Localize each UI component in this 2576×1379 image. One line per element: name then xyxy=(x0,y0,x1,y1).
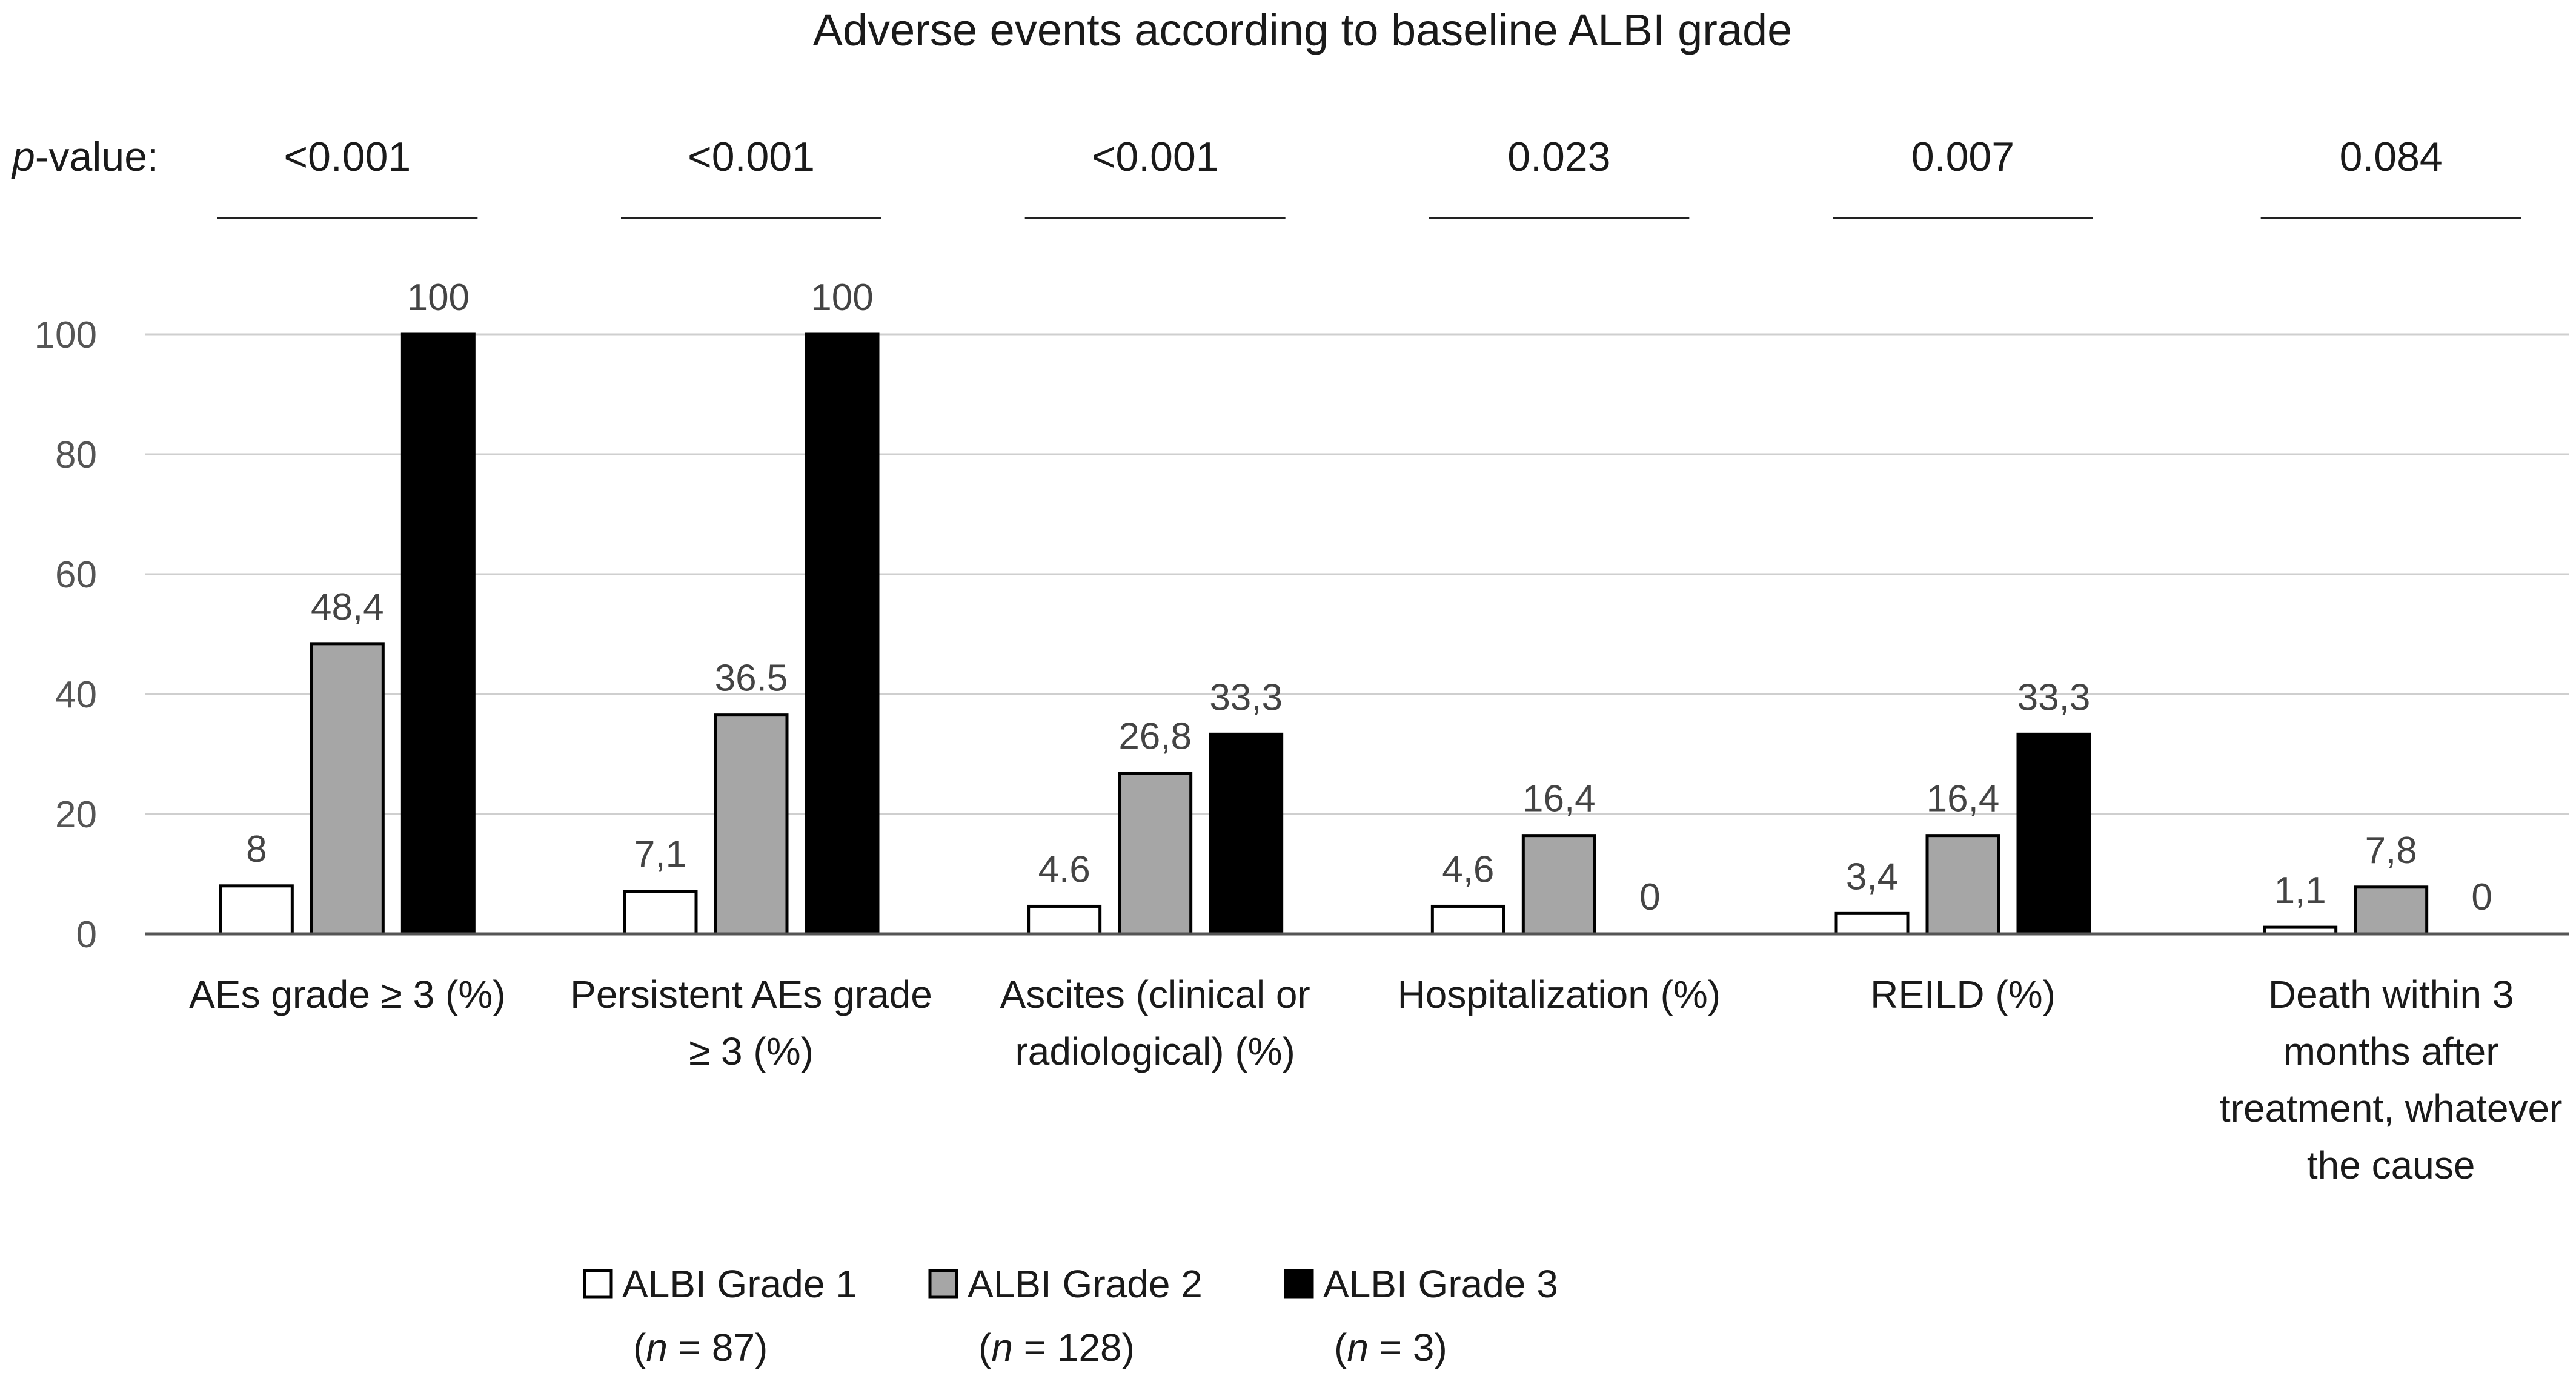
y-tick-label: 60 xyxy=(55,554,97,596)
legend-n-italic: n xyxy=(646,1326,668,1369)
legend-label: ALBI Grade 2 xyxy=(968,1262,1203,1306)
data-labels: 8 48,4 100 7,1 36.5 100 4.6 26,8 33,3 4,6 16,4 0 3,4… xyxy=(246,277,2492,918)
bar-albi-grade-2 xyxy=(1925,834,2000,936)
legend-n-italic: n xyxy=(991,1326,1013,1369)
data-label: 26,8 xyxy=(1118,716,1192,758)
data-label: 16,4 xyxy=(1522,778,1596,820)
x-axis-category-labels: AEs grade ≥ 3 (%) Persistent AEs grade ≥ 3… xyxy=(189,973,2562,1187)
pvalue-text: 0.084 xyxy=(2340,134,2443,180)
data-label: 36.5 xyxy=(715,658,788,699)
x-category-label: REILD (%) xyxy=(1870,973,2056,1016)
data-label: 16,4 xyxy=(1927,778,2000,820)
y-tick-label: 100 xyxy=(35,314,97,356)
y-tick-label: 40 xyxy=(55,674,97,716)
bar-albi-grade-1 xyxy=(1834,911,1910,936)
bar-albi-grade-1 xyxy=(623,890,698,936)
x-category-label: Death within 3 xyxy=(2268,973,2514,1016)
data-label: 4.6 xyxy=(1038,848,1090,890)
legend-n-post: = 128) xyxy=(1013,1326,1135,1369)
x-category-label: Hospitalization (%) xyxy=(1398,973,1721,1016)
pvalue-header-label: p-value: xyxy=(11,134,159,180)
x-category-label: the cause xyxy=(2307,1143,2475,1187)
data-label: 33,3 xyxy=(1209,676,1283,718)
pvalue-text: <0.001 xyxy=(284,134,411,180)
data-label: 1,1 xyxy=(2274,870,2326,911)
x-category-label: treatment, whatever xyxy=(2220,1086,2563,1130)
pvalue-row: <0.001 <0.001 <0.001 0.023 0.007 0.084 xyxy=(217,134,2521,219)
legend-label: ALBI Grade 1 xyxy=(622,1262,857,1306)
gridlines xyxy=(145,333,2569,815)
data-label: 7,8 xyxy=(2365,830,2417,871)
y-axis-ticks: 0 20 40 60 80 100 xyxy=(35,314,97,956)
y-tick-label: 0 xyxy=(76,914,97,956)
legend-swatch xyxy=(1284,1269,1314,1299)
legend-n-label: (n = 128) xyxy=(978,1326,1135,1369)
bar-albi-grade-2 xyxy=(1118,772,1193,936)
bar-albi-grade-2 xyxy=(2354,885,2429,936)
data-label: 0 xyxy=(1639,876,1660,918)
data-label: 100 xyxy=(811,277,873,319)
bar-albi-grade-2 xyxy=(1521,834,1596,936)
data-label: 33,3 xyxy=(2017,676,2091,718)
pvalue-label-italic: p xyxy=(11,134,35,180)
x-category-label: radiological) (%) xyxy=(1015,1030,1295,1073)
data-label: 8 xyxy=(246,828,267,870)
pvalue-text: <0.001 xyxy=(688,134,815,180)
legend-n-post: = 3) xyxy=(1369,1326,1447,1369)
data-label: 7,1 xyxy=(634,834,686,876)
bar-albi-grade-1 xyxy=(1430,904,1505,936)
x-category-label: Ascites (clinical or xyxy=(1000,973,1310,1016)
y-tick-label: 20 xyxy=(55,794,97,836)
pvalue-text: 0.007 xyxy=(1911,134,2014,180)
bar-albi-grade-1 xyxy=(1027,904,1102,936)
x-category-label: AEs grade ≥ 3 (%) xyxy=(189,973,505,1016)
pvalue-text: <0.001 xyxy=(1092,134,1219,180)
legend-n-italic: n xyxy=(1347,1326,1369,1369)
data-label: 4,6 xyxy=(1442,848,1494,890)
legend-n-pre: ( xyxy=(978,1326,991,1369)
legend: ALBI Grade 1(n = 87)ALBI Grade 2(n = 128… xyxy=(583,1262,1558,1369)
data-label: 100 xyxy=(407,277,470,319)
legend-label: ALBI Grade 3 xyxy=(1323,1262,1558,1306)
bar-albi-grade-2 xyxy=(310,642,385,936)
bars xyxy=(219,332,2429,936)
bar-albi-grade-3 xyxy=(805,332,880,936)
legend-n-post: = 87) xyxy=(668,1326,768,1369)
x-category-label: months after xyxy=(2283,1030,2499,1073)
legend-n-label: (n = 3) xyxy=(1334,1326,1447,1369)
legend-swatch xyxy=(928,1269,958,1299)
legend-n-pre: ( xyxy=(633,1326,646,1369)
chart-title: Adverse events according to baseline ALB… xyxy=(813,5,1793,55)
bar-albi-grade-1 xyxy=(219,884,294,936)
legend-n-label: (n = 87) xyxy=(633,1326,768,1369)
bar-albi-grade-3 xyxy=(2016,732,2091,936)
bar-albi-grade-3 xyxy=(1209,732,1284,936)
x-category-label: ≥ 3 (%) xyxy=(689,1030,814,1073)
bar-albi-grade-3 xyxy=(400,332,476,936)
data-label: 0 xyxy=(2471,876,2492,918)
y-tick-label: 80 xyxy=(55,434,97,476)
x-category-label: Persistent AEs grade xyxy=(570,973,932,1016)
pvalue-text: 0.023 xyxy=(1507,134,1610,180)
pvalue-label-rest: -value: xyxy=(35,134,159,180)
bar-albi-grade-2 xyxy=(714,713,789,936)
data-label: 48,4 xyxy=(311,586,384,628)
legend-swatch xyxy=(583,1269,613,1299)
data-label: 3,4 xyxy=(1846,856,1898,898)
legend-n-pre: ( xyxy=(1334,1326,1347,1369)
